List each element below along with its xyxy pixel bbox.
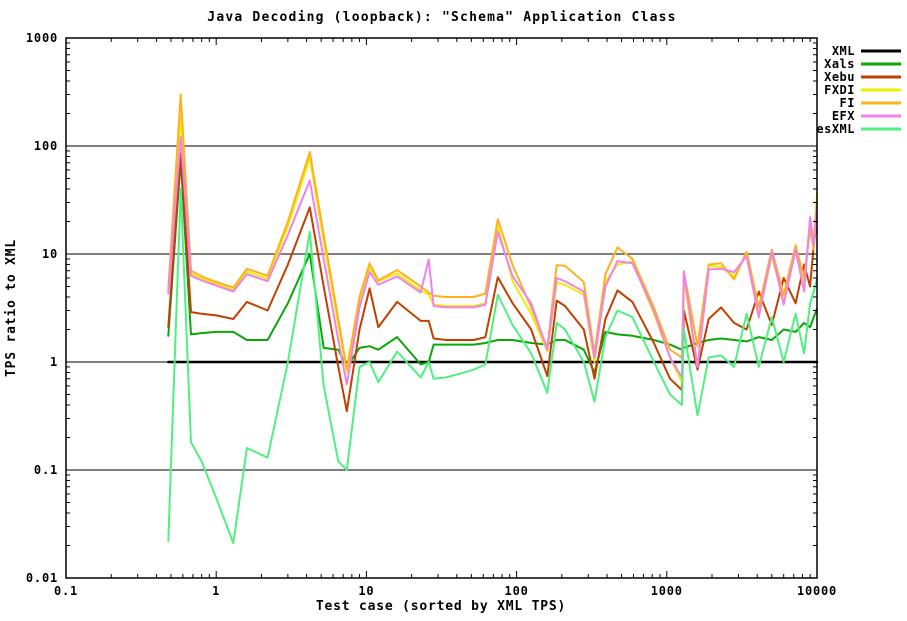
legend-label-FXDI: FXDI xyxy=(824,83,855,97)
legend-label-XML: XML xyxy=(832,44,855,58)
y-axis-label: TPS ratio to XML xyxy=(4,239,19,377)
chart-title: Java Decoding (loopback): "Schema" Appli… xyxy=(207,10,676,25)
y-tick-label: 0.01 xyxy=(26,571,58,585)
series-layer xyxy=(167,93,819,545)
y-tick-label: 10 xyxy=(42,247,58,261)
series-line-esXML xyxy=(167,188,818,545)
legend-label-esXML: esXML xyxy=(816,122,855,136)
x-tick-label: 1000 xyxy=(651,584,683,598)
series-line-EFX xyxy=(167,136,818,386)
series-line-Xebu xyxy=(167,152,818,413)
x-tick-label: 10 xyxy=(358,584,374,598)
y-tick-label: 1 xyxy=(50,355,58,369)
y-tick-label: 100 xyxy=(34,139,58,153)
y-tick-label: 0.1 xyxy=(34,463,58,477)
x-tick-label: 10000 xyxy=(797,584,837,598)
legend-label-EFX: EFX xyxy=(832,109,855,123)
legend-label-Xebu: Xebu xyxy=(824,70,855,84)
y-tick-label: 1000 xyxy=(26,31,58,45)
x-tick-label: 0.1 xyxy=(54,584,78,598)
x-tick-label: 1 xyxy=(212,584,220,598)
x-axis-label: Test case (sorted by XML TPS) xyxy=(316,599,566,614)
plot-border xyxy=(65,37,818,579)
legend-label-FI: FI xyxy=(840,96,855,110)
x-tick-label: 100 xyxy=(505,584,529,598)
legend-label-Xals: Xals xyxy=(824,57,855,71)
